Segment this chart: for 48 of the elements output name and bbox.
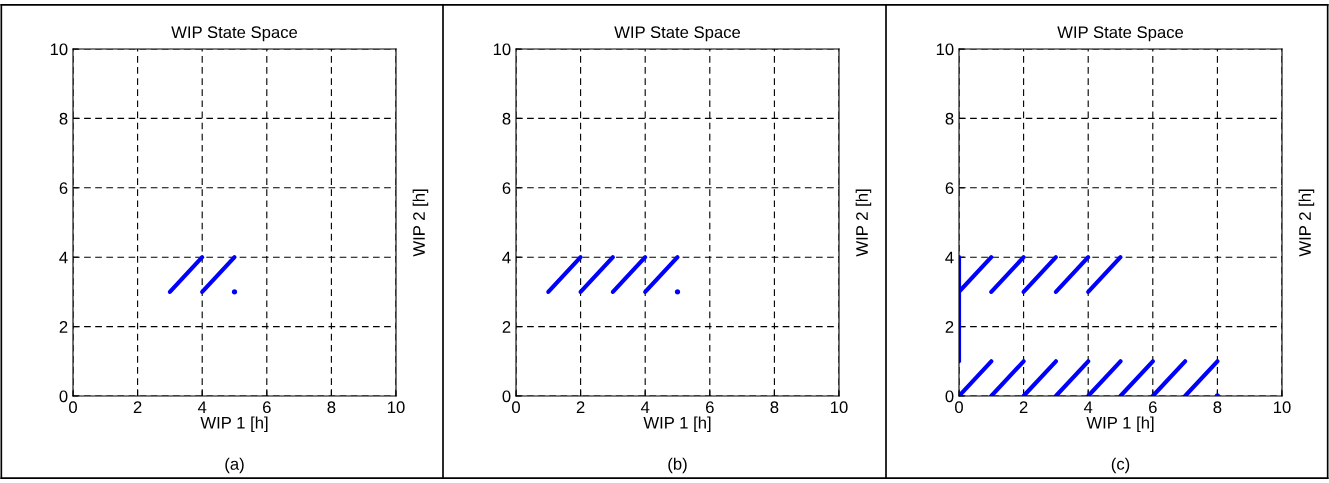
x-tick-label: 4 [1083, 401, 1093, 413]
y-tick-label: 6 [59, 182, 68, 194]
x-tick-label: 0 [955, 401, 963, 414]
x-tick-label: 8 [1213, 401, 1222, 414]
x-axis-title: WIP 1 [h] [643, 416, 711, 432]
text: (c) [1111, 457, 1130, 474]
x-tick-label: 10 [1274, 401, 1291, 414]
x-tick-label: 6 [1149, 401, 1157, 414]
y-tick-label: 2 [502, 321, 511, 333]
y-tick-label: 2 [59, 321, 68, 333]
x-tick-label: 10 [388, 401, 405, 414]
x-tick-label: 2 [1019, 401, 1028, 413]
y-tick-label: 0 [59, 390, 68, 403]
x-tick-label: 2 [133, 401, 142, 413]
y-tick-label: 10 [936, 43, 954, 56]
y-tick-label: 0 [945, 390, 954, 403]
y-tick-label: 10 [50, 43, 68, 56]
y-axis-title: WIP 2 [h] [1298, 189, 1315, 257]
y-tick-label: 4 [502, 251, 511, 264]
text: (a) [225, 457, 244, 474]
x-tick-label: 10 [831, 401, 848, 414]
y-tick-label: 4 [59, 251, 68, 264]
y-tick-label: 8 [945, 112, 954, 125]
chart-title: WIP State Space [1057, 26, 1184, 42]
y-axis-title: WIP 2 [h] [412, 189, 429, 257]
y-tick-label: 8 [502, 112, 511, 125]
chart-title: WIP State Space [171, 26, 298, 42]
y-tick-label: 4 [945, 251, 954, 264]
x-tick-label: 6 [263, 401, 271, 414]
y-tick-label: 2 [945, 321, 954, 333]
x-tick-label: 8 [770, 401, 779, 414]
y-axis-title: WIP 2 [h] [855, 189, 872, 257]
x-tick-label: 0 [512, 401, 520, 414]
y-tick-label: 6 [945, 182, 954, 194]
text: (b) [668, 457, 687, 474]
x-tick-label: 6 [706, 401, 714, 414]
x-axis-title: WIP 1 [h] [200, 416, 268, 432]
y-tick-label: 8 [59, 112, 68, 125]
x-tick-label: 4 [197, 401, 207, 413]
x-tick-label: 4 [640, 401, 650, 413]
y-tick-label: 6 [502, 182, 511, 194]
x-tick-label: 0 [69, 401, 77, 414]
y-tick-label: 10 [493, 43, 511, 56]
y-tick-label: 0 [502, 390, 511, 403]
chart-title: WIP State Space [614, 26, 741, 42]
x-axis-title: WIP 1 [h] [1086, 416, 1154, 432]
x-tick-label: 2 [576, 401, 585, 413]
x-tick-label: 8 [327, 401, 336, 414]
